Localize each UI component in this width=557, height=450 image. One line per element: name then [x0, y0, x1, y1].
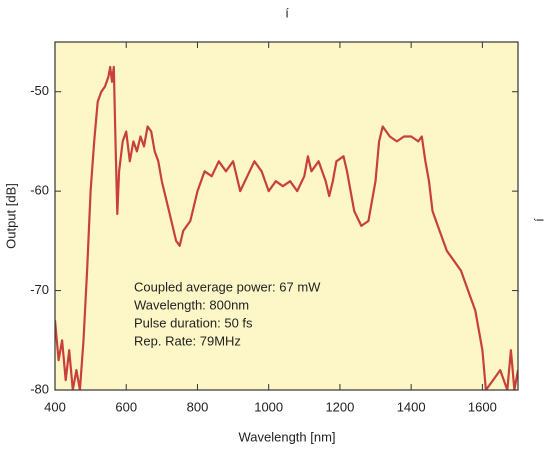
annotation: Rep. Rate: 79MHz — [134, 333, 241, 348]
x-tick-label: 800 — [187, 399, 209, 414]
y-tick-label: -80 — [30, 381, 49, 396]
x-tick-label: 1600 — [468, 399, 497, 414]
plot-frame — [54, 41, 519, 391]
plot-area — [55, 42, 518, 390]
x-tick-label: 1400 — [397, 399, 426, 414]
x-tick-label: 600 — [115, 399, 137, 414]
y-tick-label: -60 — [30, 183, 49, 198]
chart-title: í — [285, 5, 289, 20]
y2-axis-label: í — [531, 218, 546, 222]
annotation: Coupled average power: 67 mW — [134, 279, 321, 294]
x-tick-label: 1200 — [325, 399, 354, 414]
annotation: Wavelength: 800nm — [134, 297, 249, 312]
y-axis-label: Output [dB] — [3, 183, 18, 249]
x-tick-label: 1000 — [254, 399, 283, 414]
x-axis-label: Wavelength [nm] — [238, 429, 335, 444]
spectrum-line — [55, 65, 518, 390]
y-tick-label: -70 — [30, 282, 49, 297]
y-tick-label: -50 — [30, 83, 49, 98]
x-tick-label: 400 — [44, 399, 66, 414]
annotation: Pulse duration: 50 fs — [134, 315, 253, 330]
